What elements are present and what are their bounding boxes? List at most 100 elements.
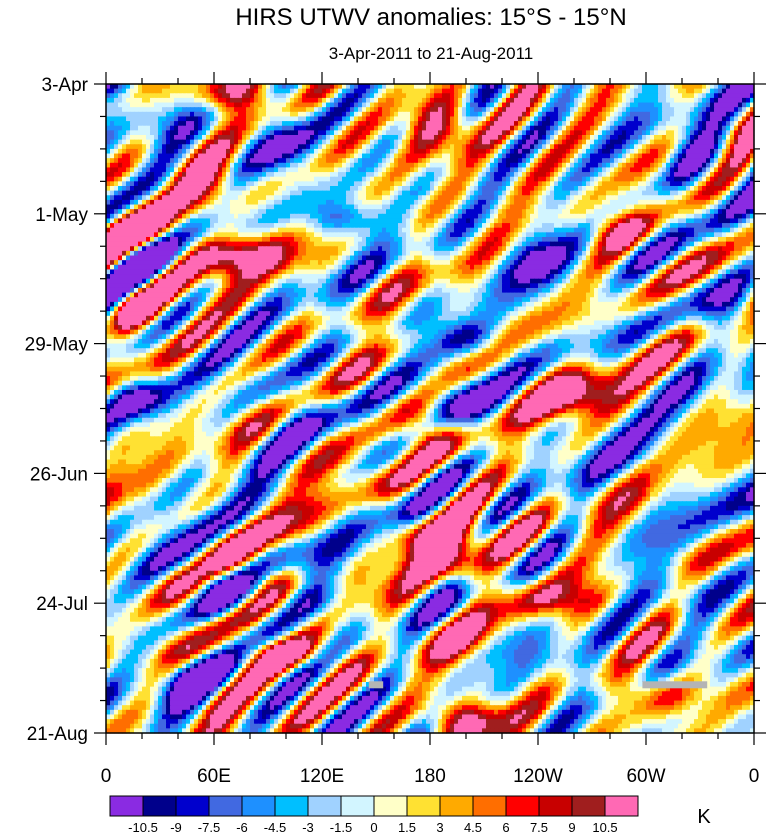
heatmap-cell — [626, 112, 631, 117]
heatmap-cell — [206, 107, 211, 112]
heatmap-cell — [158, 130, 163, 135]
heatmap-cell — [350, 116, 355, 121]
heatmap-cell — [226, 98, 231, 103]
heatmap-cell — [318, 107, 323, 112]
heatmap-cell — [534, 126, 539, 131]
heatmap-cell — [354, 89, 359, 94]
heatmap-cell — [362, 84, 367, 89]
heatmap-cell — [634, 130, 639, 135]
heatmap-cell — [722, 107, 727, 112]
heatmap-cell — [574, 89, 579, 94]
heatmap-cell — [642, 107, 647, 112]
heatmap-cell — [434, 130, 439, 135]
heatmap-cell — [382, 93, 387, 98]
heatmap-cell — [630, 112, 635, 117]
heatmap-cell — [342, 126, 347, 131]
heatmap-cell — [486, 121, 491, 126]
heatmap-cell — [434, 107, 439, 112]
heatmap-cell — [514, 116, 519, 121]
heatmap-cell — [366, 89, 371, 94]
heatmap-cell — [466, 89, 471, 94]
heatmap-cell — [310, 121, 315, 126]
heatmap-cell — [394, 112, 399, 117]
heatmap-cell — [614, 107, 619, 112]
heatmap-cell — [114, 89, 119, 94]
heatmap-cell — [278, 93, 283, 98]
heatmap-cell — [194, 93, 199, 98]
heatmap-cell — [122, 84, 127, 89]
heatmap-cell — [238, 98, 243, 103]
heatmap-cell — [578, 121, 583, 126]
heatmap-cell — [558, 121, 563, 126]
heatmap-cell — [226, 89, 231, 94]
heatmap-cell — [450, 84, 455, 89]
heatmap-cell — [350, 93, 355, 98]
heatmap-cell — [210, 98, 215, 103]
heatmap-cell — [190, 126, 195, 131]
heatmap-cell — [142, 126, 147, 131]
heatmap-cell — [626, 93, 631, 98]
heatmap-cell — [126, 126, 131, 131]
heatmap-cell — [482, 121, 487, 126]
heatmap-cell — [594, 116, 599, 121]
heatmap-cell — [202, 93, 207, 98]
heatmap-cell — [290, 112, 295, 117]
heatmap-cell — [318, 93, 323, 98]
heatmap-cell — [486, 107, 491, 112]
heatmap-cell — [602, 116, 607, 121]
heatmap-cell — [246, 116, 251, 121]
heatmap-cell — [422, 103, 427, 108]
heatmap-cell — [130, 103, 135, 108]
heatmap-cell — [690, 103, 695, 108]
heatmap-cell — [262, 84, 267, 89]
heatmap-cell — [726, 121, 731, 126]
heatmap-cell — [314, 112, 319, 117]
heatmap-cell — [342, 89, 347, 94]
heatmap-cell — [210, 103, 215, 108]
heatmap-cell — [530, 126, 535, 131]
heatmap-cell — [414, 103, 419, 108]
heatmap-cell — [742, 116, 747, 121]
heatmap-cell — [234, 93, 239, 98]
heatmap-cell — [366, 126, 371, 131]
heatmap-cell — [306, 126, 311, 131]
heatmap-cell — [430, 107, 435, 112]
heatmap-cell — [482, 135, 487, 140]
heatmap-cell — [506, 107, 511, 112]
heatmap-cell — [110, 135, 115, 140]
heatmap-cell — [618, 126, 623, 131]
heatmap-cell — [510, 107, 515, 112]
heatmap-cell — [378, 84, 383, 89]
heatmap-cell — [402, 89, 407, 94]
heatmap-cell — [290, 121, 295, 126]
heatmap-cell — [586, 121, 591, 126]
heatmap-cell — [590, 103, 595, 108]
heatmap-cell — [238, 121, 243, 126]
heatmap-cell — [402, 107, 407, 112]
heatmap-cell — [278, 103, 283, 108]
heatmap-cell — [494, 126, 499, 131]
heatmap-cell — [374, 107, 379, 112]
heatmap-cell — [246, 93, 251, 98]
heatmap-cell — [394, 84, 399, 89]
heatmap-cell — [134, 121, 139, 126]
heatmap-cell — [378, 107, 383, 112]
heatmap-cell — [126, 116, 131, 121]
heatmap-cell — [698, 116, 703, 121]
heatmap-cell — [418, 135, 423, 140]
heatmap-cell — [198, 98, 203, 103]
heatmap-cell — [442, 89, 447, 94]
heatmap-cell — [526, 93, 531, 98]
heatmap-cell — [554, 107, 559, 112]
heatmap-cell — [578, 126, 583, 131]
heatmap-cell — [582, 89, 587, 94]
heatmap-cell — [246, 130, 251, 135]
heatmap-cell — [426, 116, 431, 121]
heatmap-cell — [266, 103, 271, 108]
heatmap-cell — [418, 116, 423, 121]
heatmap-cell — [746, 103, 751, 108]
heatmap-cell — [642, 121, 647, 126]
heatmap-cell — [186, 89, 191, 94]
heatmap-cell — [646, 103, 651, 108]
heatmap-cell — [258, 89, 263, 94]
